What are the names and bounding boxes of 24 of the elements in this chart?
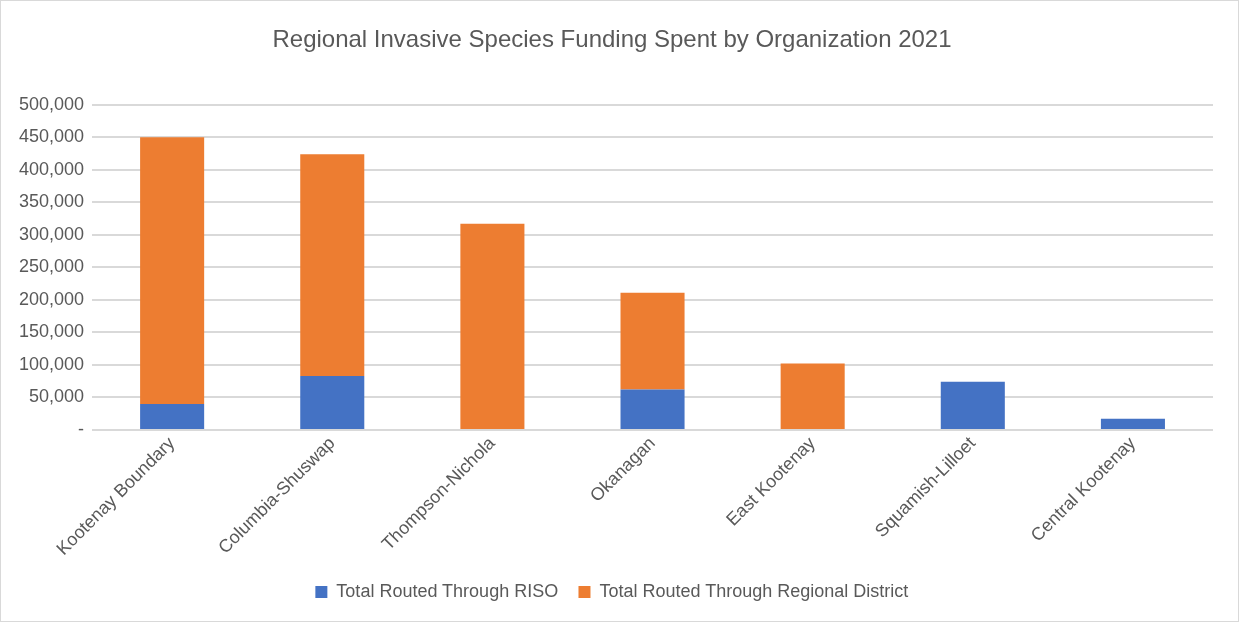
legend-label: Total Routed Through Regional District: [599, 580, 909, 601]
y-tick-label: 300,000: [18, 223, 85, 244]
y-tick-label: 450,000: [18, 126, 85, 147]
y-tick-label: 50,000: [29, 386, 85, 407]
y-tick-label: 250,000: [18, 256, 85, 277]
bar: [140, 403, 205, 429]
legend-label: Total Routed Through RISO: [336, 580, 559, 601]
bar: [300, 375, 365, 429]
bar: [620, 389, 685, 429]
y-tick-label: 200,000: [18, 288, 85, 309]
bar: [1100, 418, 1165, 429]
y-tick-label: 150,000: [18, 321, 85, 342]
y-tick-label: 350,000: [18, 191, 85, 212]
y-tick-label: 400,000: [18, 158, 85, 179]
y-tick-label: 100,000: [18, 353, 85, 374]
bar: [140, 137, 205, 404]
bar: [940, 381, 1005, 429]
y-tick-label: 500,000: [18, 93, 85, 114]
bar: [620, 292, 685, 390]
chart-title: Regional Invasive Species Funding Spent by Organization 2021: [272, 25, 952, 53]
bar: [780, 363, 845, 429]
y-tick-label: -: [78, 418, 85, 439]
bar: [300, 154, 365, 376]
bar: [460, 223, 525, 429]
